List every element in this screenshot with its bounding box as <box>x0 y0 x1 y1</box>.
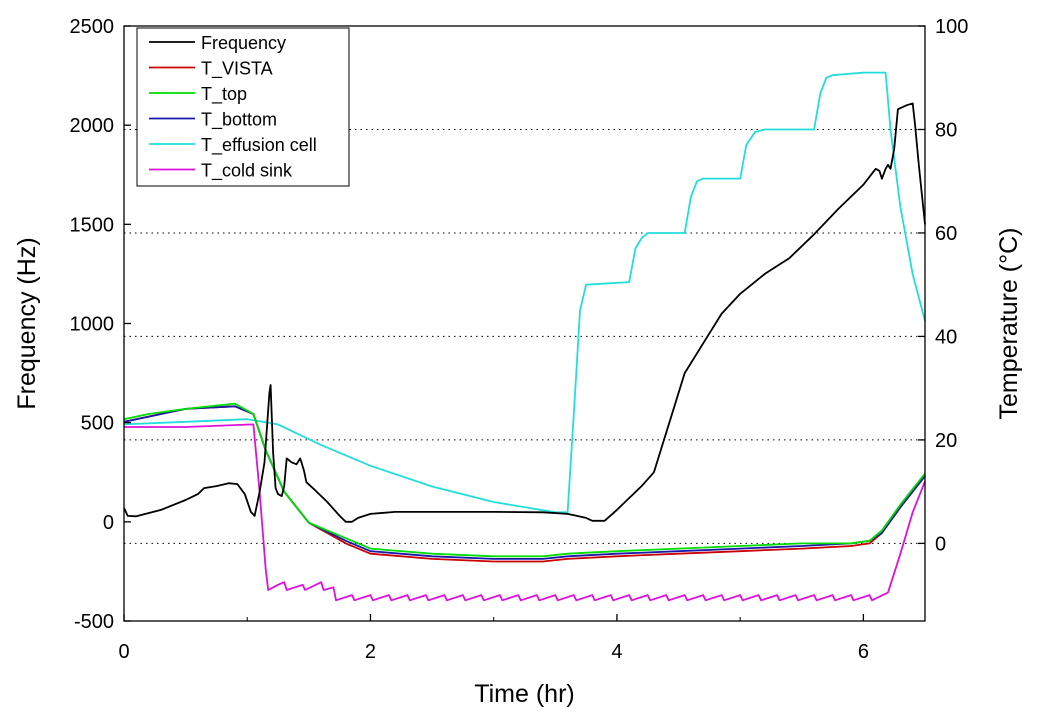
y-left-tick-label: 1500 <box>70 214 115 236</box>
legend-label: Frequency <box>201 33 286 53</box>
x-axis-label: Time (hr) <box>474 680 574 708</box>
series-layer <box>123 71 926 602</box>
x-tick-label: 0 <box>118 641 129 663</box>
y-left-tick-label: 2500 <box>70 16 115 38</box>
series-line-t-cold-sink <box>124 423 926 602</box>
y-right-tick-label: 40 <box>935 326 957 348</box>
x-tick-label: 4 <box>611 641 622 663</box>
y-left-tick-label: 0 <box>103 512 114 534</box>
y-right-tick-label: 100 <box>935 16 968 38</box>
y-axis-label-right: Temperature (°C) <box>995 228 1023 420</box>
y-right-tick-label: 80 <box>935 119 957 141</box>
x-tick-label: 2 <box>365 641 376 663</box>
y-left-tick-label: 1000 <box>70 314 115 336</box>
series-line-t-effusion-cell <box>123 71 926 514</box>
legend-label: T_effusion cell <box>201 135 317 156</box>
legend-box <box>136 27 350 187</box>
series-line-t-top <box>123 402 926 558</box>
legend-label: T_bottom <box>201 110 277 131</box>
legend-label: T_cold sink <box>201 161 293 182</box>
series-line-t-vista <box>123 405 926 563</box>
legend-label: T_VISTA <box>201 59 273 80</box>
y-right-tick-label: 20 <box>935 430 957 452</box>
y-axis-label-left: Frequency (Hz) <box>13 237 41 409</box>
series-line-t-bottom <box>123 405 926 560</box>
y-left-tick-label: -500 <box>74 611 114 633</box>
y-right-tick-label: 60 <box>935 223 957 245</box>
legend-label: T_top <box>201 84 247 105</box>
series-line-frequency <box>123 102 926 523</box>
y-left-tick-label: 500 <box>81 413 114 435</box>
y-right-tick-label: 0 <box>935 533 946 555</box>
x-tick-label: 6 <box>858 641 869 663</box>
gridlines <box>124 128 925 544</box>
y-left-tick-label: 2000 <box>70 115 115 137</box>
legend: Frequency T_VISTA T_top T_bottom T_effusion … <box>136 27 350 187</box>
